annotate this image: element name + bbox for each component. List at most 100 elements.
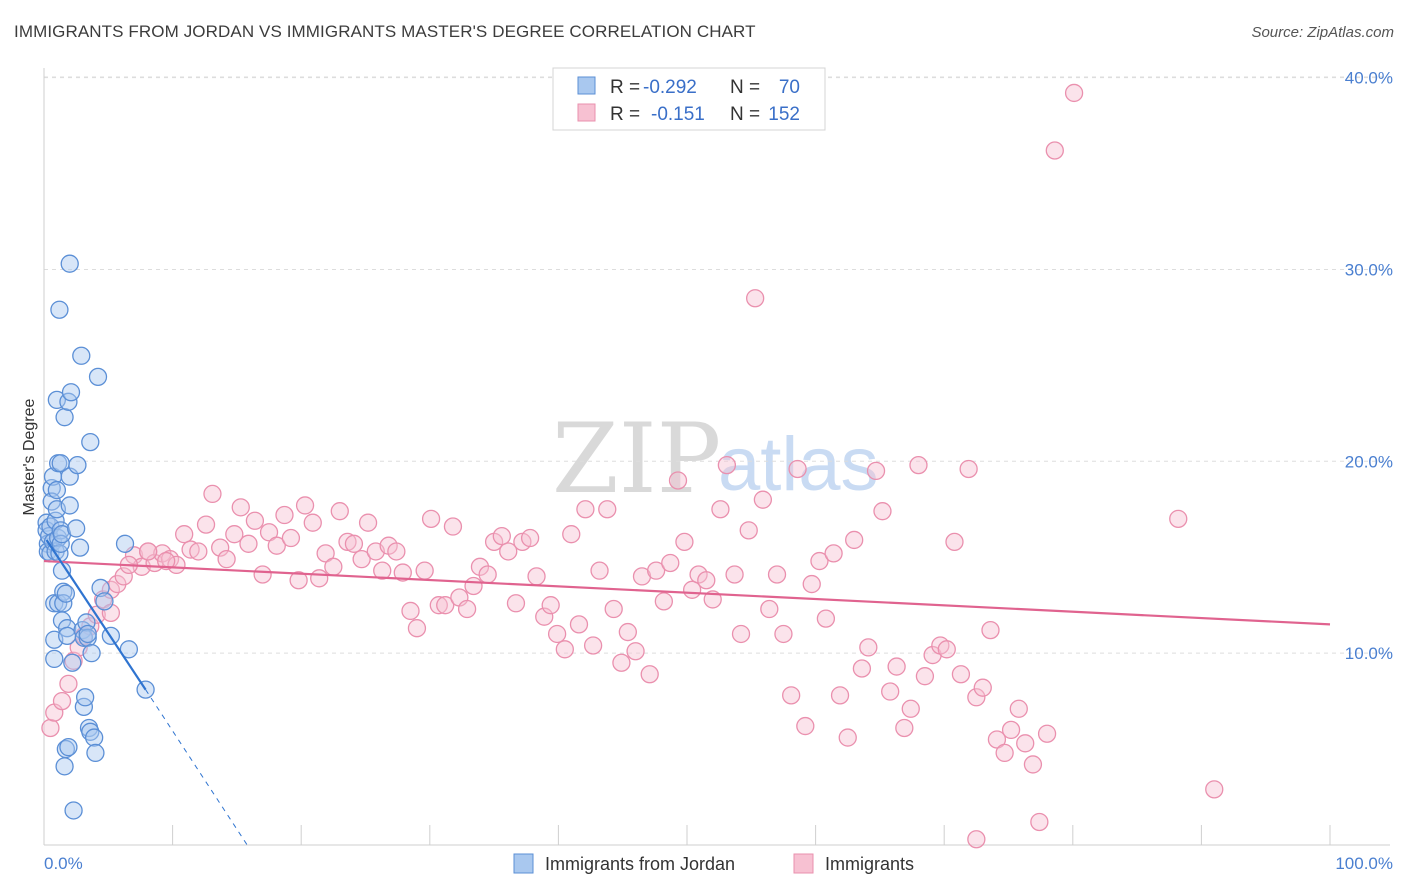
x-tick-label-min: 0.0% xyxy=(44,854,83,873)
data-point-jordan xyxy=(55,757,74,776)
data-point-immigrants xyxy=(788,459,807,479)
data-point-immigrants xyxy=(358,513,378,532)
data-point-jordan xyxy=(48,594,68,613)
data-point-jordan xyxy=(119,640,139,659)
data-point-immigrants xyxy=(562,525,581,544)
legend-n-label-jordan: N = xyxy=(730,77,760,98)
data-point-immigrants xyxy=(211,538,230,557)
data-point-jordan xyxy=(88,367,108,387)
data-point-immigrants xyxy=(310,569,329,588)
data-point-jordan xyxy=(82,643,101,663)
data-point-immigrants xyxy=(52,691,72,711)
data-point-immigrants xyxy=(275,505,294,525)
data-point-immigrants xyxy=(654,592,674,611)
data-point-immigrants xyxy=(330,502,349,521)
data-point-immigrants xyxy=(316,544,335,563)
data-point-immigrants xyxy=(436,596,455,615)
data-point-immigrants xyxy=(873,502,892,521)
data-point-immigrants xyxy=(59,674,78,693)
data-point-immigrants xyxy=(189,542,208,561)
data-point-immigrants xyxy=(421,509,441,529)
data-point-immigrants xyxy=(259,523,279,542)
data-point-jordan xyxy=(47,390,67,410)
data-point-immigrants xyxy=(387,542,406,561)
y-tick-label: 40.0% xyxy=(1345,69,1393,88)
data-point-immigrants xyxy=(541,596,560,615)
data-point-immigrants xyxy=(725,565,744,584)
data-point-immigrants xyxy=(492,526,511,546)
legend-swatch-jordan xyxy=(577,76,596,95)
data-point-immigrants xyxy=(373,561,392,580)
data-point-immigrants xyxy=(838,728,857,747)
data-point-immigrants xyxy=(967,830,986,849)
data-point-immigrants xyxy=(415,561,434,580)
y-axis-label: Master's Degree xyxy=(21,398,38,515)
data-point-immigrants xyxy=(967,688,986,707)
data-point-immigrants xyxy=(1045,141,1064,160)
watermark-zip: ZIP xyxy=(552,403,721,515)
data-point-jordan xyxy=(95,592,114,611)
data-point-jordan xyxy=(76,688,95,707)
data-point-immigrants xyxy=(640,665,659,684)
data-point-immigrants xyxy=(612,653,631,672)
data-point-immigrants xyxy=(295,496,315,515)
data-point-immigrants xyxy=(981,620,1000,640)
data-point-jordan xyxy=(85,728,104,747)
series-immigrants-from-jordan xyxy=(37,254,155,820)
data-point-immigrants xyxy=(1030,812,1049,832)
data-point-immigrants xyxy=(499,542,518,561)
data-point-immigrants xyxy=(959,459,978,479)
data-point-immigrants xyxy=(1016,734,1035,753)
data-point-immigrants xyxy=(824,544,843,563)
data-point-immigrants xyxy=(324,557,343,576)
data-point-jordan xyxy=(60,496,79,515)
data-point-jordan xyxy=(56,584,76,603)
data-point-immigrants xyxy=(1169,509,1188,529)
data-point-immigrants xyxy=(711,500,730,519)
data-point-immigrants xyxy=(239,534,258,553)
watermark-atlas: atlas xyxy=(718,422,879,507)
data-point-immigrants xyxy=(830,686,850,705)
data-point-jordan xyxy=(57,619,77,638)
data-point-immigrants xyxy=(225,525,244,544)
data-point-jordan xyxy=(70,538,90,557)
bottom-legend-label-jordan: Immigrants from Jordan xyxy=(545,854,735,874)
chart-title: IMMIGRANTS FROM JORDAN VS IMMIGRANTS MAS… xyxy=(14,22,756,41)
data-point-immigrants xyxy=(478,565,497,584)
legend-swatch-immigrants xyxy=(577,103,596,122)
data-point-immigrants xyxy=(175,525,194,544)
bottom-legend-swatch-jordan xyxy=(513,853,534,874)
data-point-immigrants xyxy=(590,561,609,580)
data-point-immigrants xyxy=(767,565,787,584)
data-point-jordan xyxy=(45,649,64,669)
data-point-immigrants xyxy=(973,678,992,697)
data-point-immigrants xyxy=(303,513,322,532)
data-point-immigrants xyxy=(114,567,133,586)
data-point-jordan xyxy=(115,534,135,553)
bottom-legend-swatch-immigrants xyxy=(793,853,814,874)
data-point-immigrants xyxy=(598,500,617,519)
data-point-immigrants xyxy=(457,599,477,619)
data-point-immigrants xyxy=(576,500,595,519)
trend-lines xyxy=(43,539,1331,846)
series-immigrants xyxy=(41,83,1224,849)
data-point-jordan xyxy=(51,534,70,553)
data-point-immigrants xyxy=(945,532,964,552)
data-point-immigrants xyxy=(782,686,801,705)
data-point-immigrants xyxy=(569,615,589,634)
data-point-immigrants xyxy=(535,607,554,626)
data-point-jordan xyxy=(63,653,82,672)
data-point-immigrants xyxy=(901,699,920,718)
legend-n-value-jordan: 70 xyxy=(779,77,800,98)
data-point-jordan xyxy=(64,801,83,820)
legend-r-label-jordan: R = xyxy=(610,77,640,98)
data-point-immigrants xyxy=(139,542,158,561)
data-point-immigrants xyxy=(1001,720,1021,740)
series-legend: Immigrants from Jordan Immigrants xyxy=(513,853,914,874)
data-point-immigrants xyxy=(760,599,779,619)
data-point-jordan xyxy=(61,383,81,402)
data-point-immigrants xyxy=(217,549,236,569)
data-point-jordan xyxy=(67,519,86,538)
data-point-immigrants xyxy=(407,619,427,638)
